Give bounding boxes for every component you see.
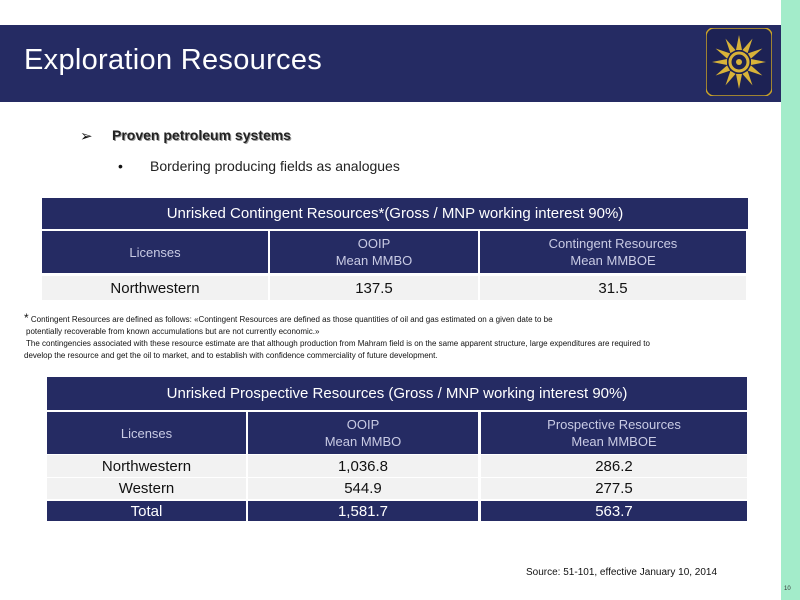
contingent-header-resources-line2: Mean MMBOE [570, 253, 656, 268]
footnote-star: * [24, 311, 29, 325]
contingent-row-ooip: 137.5 [270, 276, 478, 300]
contingent-header-ooip: OOIP Mean MMBO [270, 231, 478, 273]
footnote-line-2: potentially recoverable from known accum… [26, 327, 320, 336]
prospective-total-ooip: 1,581.7 [248, 501, 478, 521]
page-number: 10 [784, 586, 791, 592]
bullet-sub-text: Bordering producing fields as analogues [150, 158, 400, 174]
prospective-row-2-resources: 277.5 [481, 478, 747, 499]
contingent-header-resources-line1: Contingent Resources [548, 236, 678, 251]
accent-strip [781, 0, 800, 600]
bullet-main-text: Proven petroleum systems [112, 127, 291, 143]
prospective-row-1-ooip: 1,036.8 [248, 455, 478, 477]
contingent-row-license: Northwestern [42, 276, 268, 300]
prospective-row-1-resources: 286.2 [481, 455, 747, 477]
prospective-header-ooip: OOIP Mean MMBO [248, 412, 478, 454]
dot-bullet-icon: • [118, 158, 123, 174]
contingent-header-licenses-label: Licenses [129, 244, 181, 260]
footnote-line-4: develop the resource and get the oil to … [24, 351, 438, 360]
prospective-header-resources: Prospective Resources Mean MMBOE [481, 412, 747, 454]
sun-emblem-logo [706, 28, 772, 96]
prospective-header-resources-line1: Prospective Resources [547, 417, 681, 432]
contingent-header-licenses: Licenses [42, 231, 268, 273]
header-band [0, 25, 781, 102]
prospective-row-2-ooip: 544.9 [248, 478, 478, 499]
page-title: Exploration Resources [24, 44, 323, 76]
prospective-header-ooip-line1: OOIP [346, 417, 380, 432]
prospective-row-2-license: Western [47, 478, 246, 499]
contingent-header-ooip-line2: Mean MMBO [335, 253, 413, 268]
contingent-header-ooip-line1: OOIP [357, 236, 391, 251]
prospective-total-resources: 563.7 [481, 501, 747, 521]
footnote-line-3: The contingencies associated with these … [26, 339, 650, 348]
prospective-table-title: Unrisked Prospective Resources (Gross / … [47, 377, 747, 410]
prospective-header-licenses: Licenses [47, 412, 246, 454]
contingent-header-resources: Contingent Resources Mean MMBOE [480, 231, 746, 273]
source-note: Source: 51-101, effective January 10, 20… [526, 567, 718, 578]
footnote-line-1: * Contingent Resources are defined as fo… [24, 311, 754, 325]
prospective-total-label: Total [47, 501, 246, 521]
contingent-table-title: Unrisked Contingent Resources*(Gross / M… [42, 198, 748, 229]
footnote-line-1-text: Contingent Resources are defined as foll… [28, 315, 553, 324]
prospective-header-licenses-label: Licenses [120, 425, 173, 441]
contingent-row-resources: 31.5 [480, 276, 746, 300]
prospective-header-ooip-line2: Mean MMBO [324, 434, 402, 449]
prospective-header-resources-line2: Mean MMBOE [571, 434, 657, 449]
arrow-bullet-icon: ➢ [80, 128, 93, 145]
prospective-row-1-license: Northwestern [47, 455, 246, 477]
